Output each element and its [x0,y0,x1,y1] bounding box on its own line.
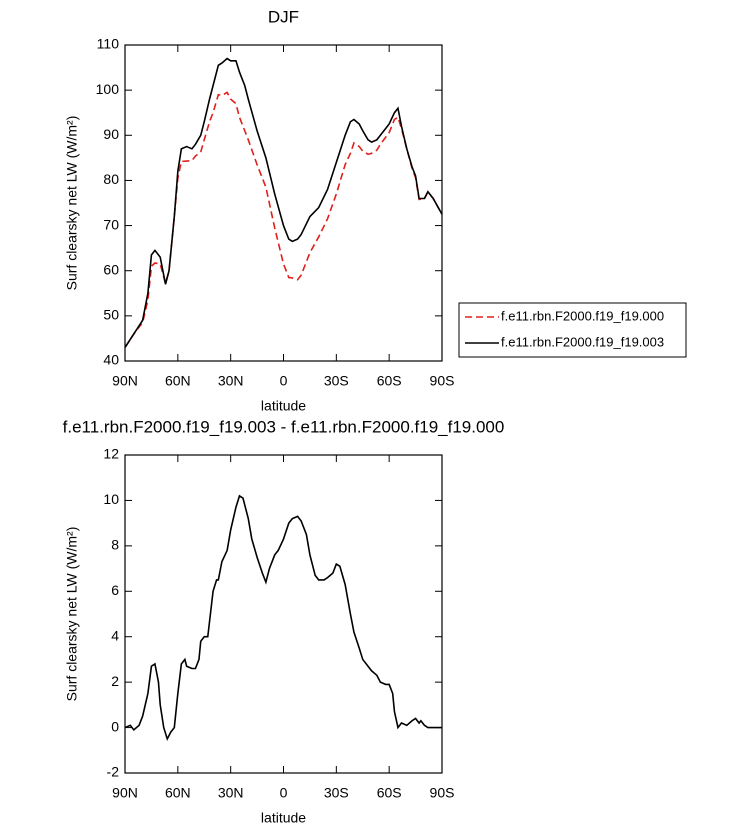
y-tick-label: 40 [103,352,119,368]
chart-title: DJF [268,7,299,26]
y-tick-label: 4 [111,627,119,643]
y-tick-label: 80 [103,171,119,187]
y-tick-label: 0 [111,718,119,734]
y-tick-label: 50 [103,307,119,323]
x-tick-label: 0 [280,373,288,389]
x-axis-label: latitude [261,398,306,414]
plot-frame [124,44,443,362]
y-tick-label: 8 [111,537,119,553]
x-tick-label: 90S [430,373,455,389]
y-axis-label: Surf clearsky net LW (W/m²) [64,116,80,291]
y-tick-label: 70 [103,216,119,232]
y-axis-label: Surf clearsky net LW (W/m²) [64,527,80,702]
data-line [124,91,443,348]
data-line [124,494,442,742]
chart-title: f.e11.rbn.F2000.f19_f19.003 - f.e11.rbn.… [63,417,505,436]
y-tick-label: 60 [103,261,119,277]
x-tick-label: 60N [165,373,191,389]
x-tick-label: 60N [165,785,191,801]
x-tick-label: 90S [430,785,455,801]
data-line [124,57,443,348]
y-tick-label: 90 [103,126,119,142]
x-tick-label: 60S [377,373,402,389]
x-tick-label: 30N [218,785,244,801]
plot-frame [124,454,443,774]
legend-box [458,302,687,358]
x-tick-label: 90N [112,373,138,389]
x-tick-label: 30N [218,373,244,389]
y-tick-label: 12 [103,446,119,462]
y-tick-label: 100 [96,81,120,97]
x-tick-label: 90N [112,785,138,801]
y-tick-label: 2 [111,673,119,689]
x-tick-label: 60S [377,785,402,801]
x-tick-label: 0 [280,785,288,801]
legend-label: f.e11.rbn.F2000.f19_f19.000 [501,308,664,323]
y-tick-label: 10 [103,491,119,507]
y-tick-label: 110 [97,36,120,52]
x-tick-label: 30S [324,373,349,389]
legend-label: f.e11.rbn.F2000.f19_f19.003 [501,334,664,349]
y-tick-label: 6 [111,582,119,598]
x-tick-label: 30S [324,785,349,801]
y-tick-label: -2 [107,764,120,780]
x-axis-label: latitude [261,810,306,826]
